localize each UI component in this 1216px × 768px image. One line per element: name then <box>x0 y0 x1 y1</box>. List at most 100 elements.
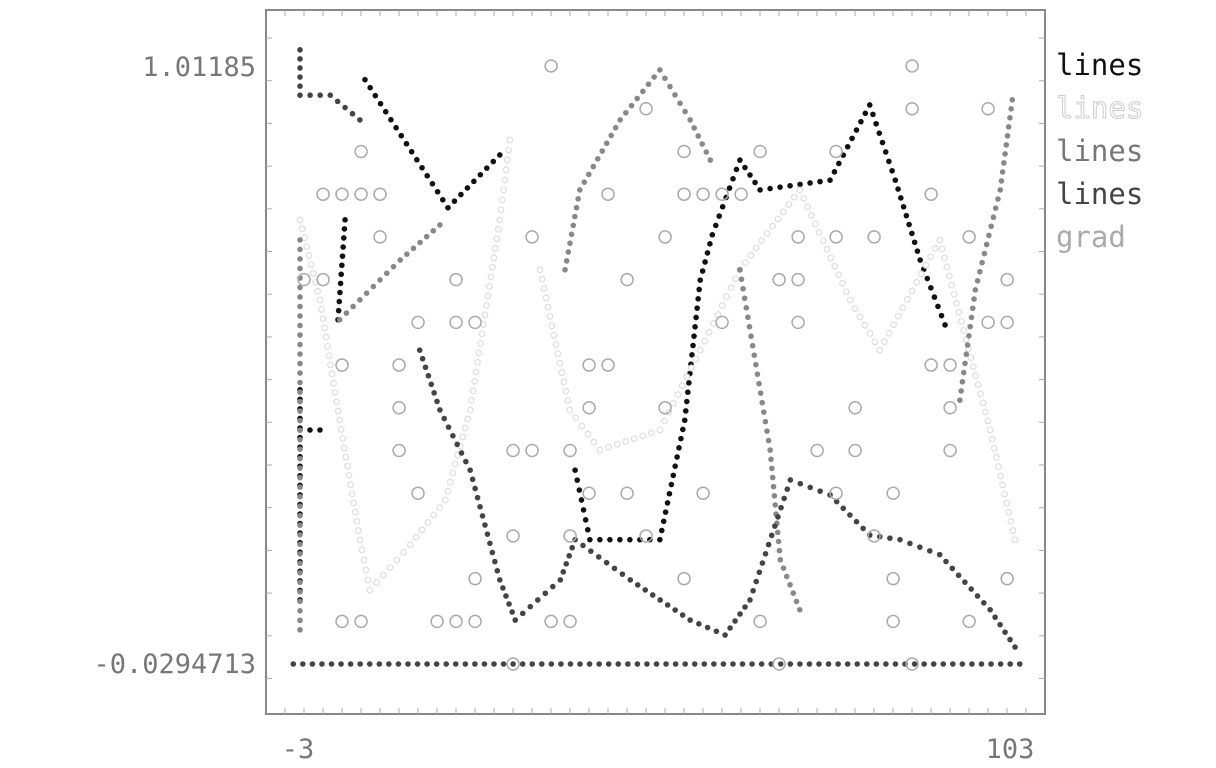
series-2-point <box>297 246 303 253</box>
series-0-point <box>471 178 477 185</box>
series-0-point <box>672 463 678 469</box>
series-1-point <box>639 432 647 440</box>
grad-point <box>525 230 539 244</box>
series-2-point <box>1001 160 1007 166</box>
series-3-point <box>605 661 612 667</box>
series-0-point <box>339 253 346 259</box>
series-2-point <box>297 569 303 576</box>
series-2-point <box>377 277 383 283</box>
series-0-point <box>393 124 399 131</box>
series-2-point <box>397 257 404 263</box>
series-0-point <box>704 250 711 256</box>
grad-point <box>791 315 805 330</box>
series-1-point <box>842 288 850 296</box>
series-1-point <box>938 245 946 253</box>
series-3-point <box>784 486 791 492</box>
series-1-point <box>696 346 704 354</box>
grad-point <box>867 230 881 244</box>
grad-point <box>392 443 406 458</box>
series-0-point <box>403 140 410 147</box>
series-1-point <box>333 398 341 406</box>
series-3-point <box>962 579 968 585</box>
grad-point <box>449 272 463 287</box>
series-3-point <box>930 661 937 667</box>
series-3-point <box>519 661 526 667</box>
series-0-point <box>870 111 876 118</box>
series-3-point <box>634 582 641 588</box>
series-1-point <box>298 225 306 233</box>
series-0-point <box>844 143 851 150</box>
series-1-point <box>572 414 580 422</box>
series-0-point <box>337 280 344 287</box>
series-3-point <box>682 661 688 667</box>
series-1-point <box>1003 499 1011 507</box>
series-1-point <box>542 294 550 302</box>
series-2-point <box>608 132 615 139</box>
series-1-point <box>815 228 823 236</box>
series-2-point <box>738 276 745 283</box>
series-2-point <box>972 287 979 293</box>
series-2-point <box>410 245 417 252</box>
series-0-point <box>335 307 342 314</box>
series-3-point <box>797 480 804 487</box>
series-0-point <box>900 204 907 210</box>
series-3-point <box>687 617 693 623</box>
series-1-point <box>590 438 598 446</box>
series-3-point <box>529 661 536 667</box>
series-1-point <box>468 396 476 404</box>
series-0-point <box>668 481 675 488</box>
series-1-point <box>692 355 700 363</box>
series-1-point <box>808 212 815 219</box>
series-3-point <box>778 504 784 511</box>
series-1-point <box>345 471 353 479</box>
series-0-point <box>831 169 838 175</box>
series-0-point <box>662 509 669 515</box>
series-3-point <box>759 560 766 566</box>
series-3-point <box>290 661 297 667</box>
grad-point <box>772 657 786 671</box>
series-1-point <box>380 571 387 579</box>
series-0-point <box>660 518 667 525</box>
series-3-point <box>327 92 334 99</box>
series-2-point <box>297 522 303 529</box>
series-1-point <box>339 435 347 443</box>
series-2-point <box>297 265 303 272</box>
series-0-point <box>627 536 633 543</box>
series-3-point <box>997 661 1004 667</box>
series-3-point <box>691 661 698 667</box>
series-2-point <box>297 284 303 291</box>
series-3-point <box>500 585 506 591</box>
series-2-point <box>772 502 779 508</box>
series-2-point <box>783 573 790 580</box>
series-3-point <box>943 558 949 565</box>
series-1-point <box>305 252 313 259</box>
series-2-point <box>562 266 568 273</box>
series-1-point <box>558 369 566 376</box>
series-0-point <box>434 188 441 195</box>
series-0-point <box>716 213 723 219</box>
series-2-point <box>695 133 702 139</box>
series-3-point <box>860 525 866 532</box>
series-0-point <box>574 477 581 483</box>
grad-point <box>677 144 691 159</box>
series-3-point <box>863 661 870 667</box>
series-3-point <box>297 92 303 99</box>
series-0-point <box>938 312 945 319</box>
series-2-point <box>297 427 303 433</box>
series-3-point <box>936 551 943 558</box>
series-3-point <box>307 92 313 99</box>
series-3-point <box>704 624 711 631</box>
series-3-point <box>386 661 392 667</box>
grad-point <box>582 401 596 415</box>
series-1-point <box>972 372 980 380</box>
series-2-point <box>599 148 606 154</box>
series-1-point <box>498 196 506 204</box>
grad-point <box>677 187 691 201</box>
series-1-point <box>340 444 348 452</box>
series-0-point <box>726 185 733 191</box>
series-0-point <box>873 120 879 127</box>
series-2-point <box>968 314 975 321</box>
series-1-point <box>927 253 934 261</box>
series-0-point <box>336 298 343 305</box>
